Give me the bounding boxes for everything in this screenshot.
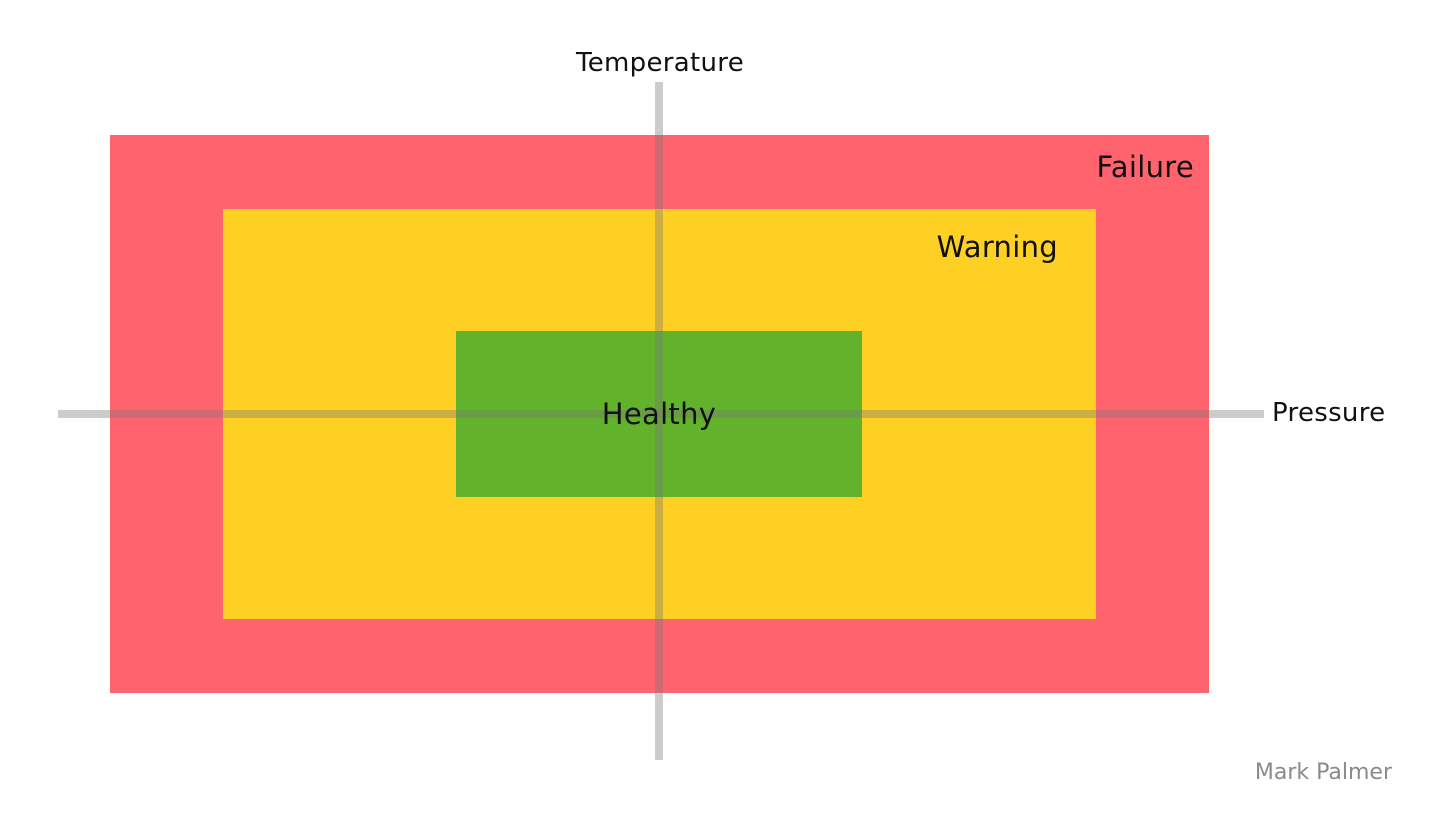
author-credit: Mark Palmer (1254, 760, 1392, 785)
temperature-axis-label: Temperature (576, 48, 744, 78)
failure-zone-label: Failure (1096, 150, 1194, 184)
pressure-axis-label: Pressure (1272, 398, 1386, 428)
temperature-axis (655, 82, 663, 760)
healthy-zone-label: Healthy (601, 397, 717, 431)
pressure-axis (58, 410, 1264, 418)
warning-zone-label: Warning (936, 230, 1058, 264)
healthy-zone (456, 331, 862, 497)
